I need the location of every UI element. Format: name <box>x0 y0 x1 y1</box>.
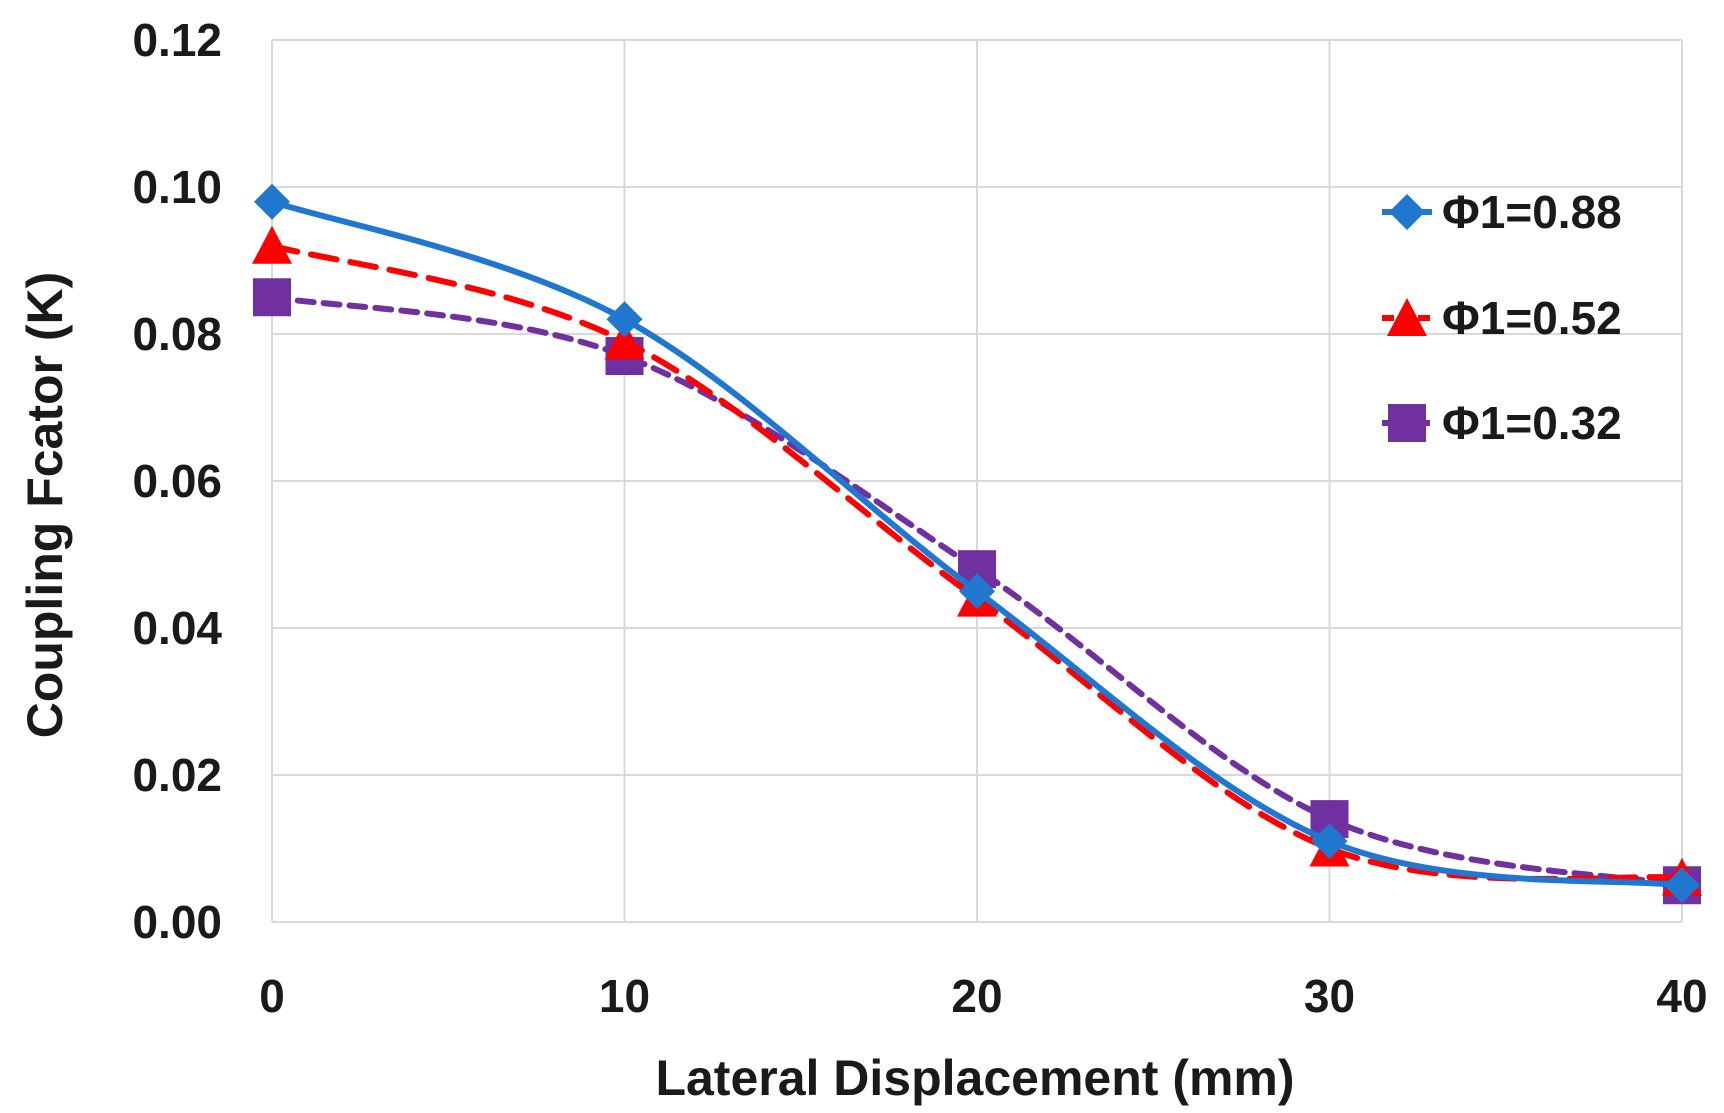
data-point <box>254 183 290 220</box>
grid <box>271 39 1683 923</box>
y-tick-label: 0.10 <box>132 161 222 213</box>
y-tick-label: 0.12 <box>132 14 222 66</box>
x-tick-label: 0 <box>259 970 285 1022</box>
y-tick-label: 0.06 <box>132 455 222 507</box>
data-point <box>959 573 995 610</box>
y-axis-ticks: 0.00 0.02 0.04 0.06 0.08 0.10 0.12 <box>132 14 222 948</box>
x-tick-label: 10 <box>599 970 650 1022</box>
series-layer <box>252 183 1702 905</box>
x-axis-label: Lateral Displacement (mm) <box>655 1050 1294 1106</box>
legend-swatch-marker <box>1387 298 1427 336</box>
data-point <box>606 301 643 338</box>
legend-item: Φ1=0.88 <box>1382 186 1622 238</box>
y-tick-label: 0.04 <box>132 602 222 654</box>
legend-swatch-marker <box>1388 404 1426 442</box>
legend-item: Φ1=0.52 <box>1382 292 1622 344</box>
legend-label: Φ1=0.88 <box>1442 186 1622 238</box>
data-point <box>1311 823 1348 860</box>
data-point <box>1664 867 1700 904</box>
data-point <box>604 321 645 360</box>
y-tick-label: 0.00 <box>132 896 222 948</box>
legend-label: Φ1=0.32 <box>1442 397 1622 449</box>
legend-label: Φ1=0.52 <box>1442 292 1622 344</box>
y-tick-label: 0.08 <box>132 308 222 360</box>
legend-item: Φ1=0.32 <box>1382 397 1622 449</box>
data-point <box>252 225 292 264</box>
x-tick-label: 20 <box>951 970 1002 1022</box>
y-tick-label: 0.02 <box>132 749 222 801</box>
legend-swatch-marker <box>1389 194 1425 230</box>
x-tick-label: 30 <box>1304 970 1355 1022</box>
x-axis-ticks: 0 10 20 30 40 <box>259 970 1707 1022</box>
series-diamond <box>254 183 1700 904</box>
data-point <box>253 278 291 317</box>
x-tick-label: 40 <box>1656 970 1707 1022</box>
y-axis-label: Coupling Fcator (K) <box>17 272 73 739</box>
legend: Φ1=0.88 Φ1=0.52 Φ1=0.32 <box>1382 186 1622 449</box>
